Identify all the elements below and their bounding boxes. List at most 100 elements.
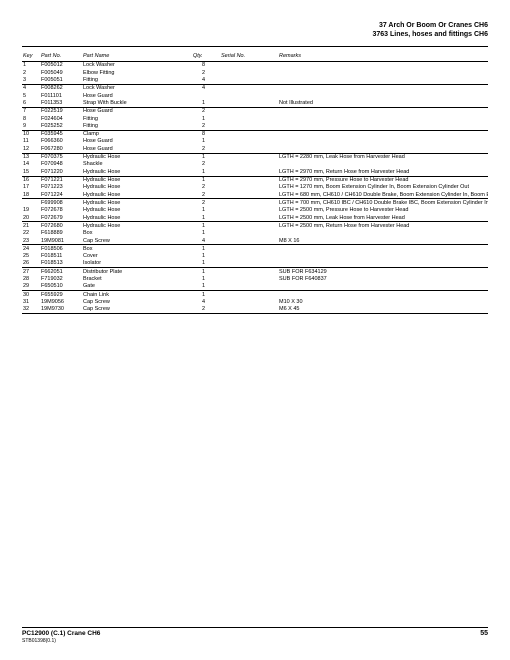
cell-serial (220, 184, 278, 191)
col-serial: Serial No. (220, 51, 278, 62)
cell-serial (220, 268, 278, 276)
cell-serial (220, 306, 278, 314)
cell-qty: 2 (192, 69, 220, 76)
cell-partno: F066360 (40, 138, 82, 145)
cell-name: Strap With Buckle (82, 99, 192, 107)
cell-qty: 8 (192, 130, 220, 138)
cell-remarks: LGTH = 680 mm, CH610 / CH610 Double Brak… (278, 191, 488, 199)
cell-serial (220, 299, 278, 306)
cell-name: Cover (82, 253, 192, 260)
cell-qty: 1 (192, 268, 220, 276)
cell-remarks (278, 69, 488, 76)
cell-key: 26 (22, 260, 40, 268)
cell-remarks: Not Illustrated (278, 99, 488, 107)
cell-partno: F025252 (40, 122, 82, 130)
cell-partno: 19M9730 (40, 306, 82, 314)
cell-key: 1 (22, 61, 40, 69)
cell-serial (220, 130, 278, 138)
cell-qty: 2 (192, 161, 220, 168)
cell-qty: 2 (192, 306, 220, 314)
cell-qty: 4 (192, 237, 220, 245)
cell-remarks (278, 253, 488, 260)
cell-key: 22 (22, 230, 40, 237)
cell-key: 2 (22, 69, 40, 76)
cell-name: Distributor Plate (82, 268, 192, 276)
table-row: 21F072680Hydraulic Hose1LGTH = 2500 mm, … (22, 222, 488, 230)
cell-name: Hose Guard (82, 138, 192, 145)
cell-qty: 1 (192, 276, 220, 283)
cell-qty: 4 (192, 76, 220, 84)
cell-serial (220, 69, 278, 76)
cell-name: Hydraulic Hose (82, 176, 192, 184)
cell-remarks: M6 X 45 (278, 306, 488, 314)
cell-partno: F699908 (40, 199, 82, 207)
cell-qty: 1 (192, 115, 220, 122)
table-row: 22F618889Box1 (22, 230, 488, 237)
cell-serial (220, 191, 278, 199)
cell-name: Fitting (82, 115, 192, 122)
cell-key: 14 (22, 161, 40, 168)
cell-qty (192, 92, 220, 99)
footer-subcode: STB01398(0.1) (22, 638, 56, 644)
cell-key: 11 (22, 138, 40, 145)
cell-key: 8 (22, 115, 40, 122)
cell-remarks (278, 130, 488, 138)
cell-key: 7 (22, 107, 40, 115)
col-partno: Part No. (40, 51, 82, 62)
cell-name: Chain Link (82, 291, 192, 299)
table-row: 24F018506Box1 (22, 245, 488, 253)
cell-name: Cap Screw (82, 306, 192, 314)
cell-name: Gate (82, 283, 192, 291)
header-line-1: 37 Arch Or Boom Or Cranes CH6 (22, 22, 488, 31)
table-row: 8F024604Fitting1 (22, 115, 488, 122)
cell-partno: F655929 (40, 291, 82, 299)
cell-partno: F018506 (40, 245, 82, 253)
cell-serial (220, 291, 278, 299)
cell-partno: F005049 (40, 69, 82, 76)
table-row: 3F005051Fitting4 (22, 76, 488, 84)
cell-serial (220, 115, 278, 122)
cell-remarks: LGTH = 2500 mm, Return Hose from Harvest… (278, 222, 488, 230)
cell-key: 13 (22, 153, 40, 161)
cell-remarks: SUB FOR F634129 (278, 268, 488, 276)
cell-remarks: LGTH = 700 mm, CH610 IBC / CH610 Double … (278, 199, 488, 207)
table-row: 11F066360Hose Guard1 (22, 138, 488, 145)
cell-partno: F072679 (40, 214, 82, 222)
cell-qty: 1 (192, 214, 220, 222)
cell-name: Hydraulic Hose (82, 184, 192, 191)
cell-qty: 4 (192, 299, 220, 306)
cell-qty: 4 (192, 84, 220, 92)
table-row: F699908Hydraulic Hose2LGTH = 700 mm, CH6… (22, 199, 488, 207)
cell-serial (220, 84, 278, 92)
cell-remarks: LGTH = 2500 mm, Pressure Hose to Harvest… (278, 207, 488, 214)
cell-partno: F018513 (40, 260, 82, 268)
cell-name: Cap Screw (82, 299, 192, 306)
cell-partno: F072678 (40, 207, 82, 214)
cell-key: 9 (22, 122, 40, 130)
cell-key: 29 (22, 283, 40, 291)
cell-remarks (278, 138, 488, 145)
table-row: 19F072678Hydraulic Hose1LGTH = 2500 mm, … (22, 207, 488, 214)
cell-partno: F005012 (40, 61, 82, 69)
cell-qty: 1 (192, 245, 220, 253)
cell-serial (220, 260, 278, 268)
cell-remarks (278, 122, 488, 130)
cell-remarks (278, 283, 488, 291)
table-row: 13F070375Hydraulic Hose1LGTH = 2280 mm, … (22, 153, 488, 161)
parts-table: Key Part No. Part Name Qty. Serial No. R… (22, 51, 488, 315)
cell-remarks (278, 260, 488, 268)
cell-name: Lock Washer (82, 84, 192, 92)
footer-pageno: 55 (480, 630, 488, 637)
cell-qty: 1 (192, 253, 220, 260)
cell-remarks (278, 291, 488, 299)
cell-key: 30 (22, 291, 40, 299)
cell-name: Fitting (82, 76, 192, 84)
cell-partno: F662051 (40, 268, 82, 276)
cell-partno: 19M9081 (40, 237, 82, 245)
cell-remarks (278, 245, 488, 253)
cell-partno: F070948 (40, 161, 82, 168)
cell-key: 27 (22, 268, 40, 276)
cell-serial (220, 145, 278, 153)
page-header: 37 Arch Or Boom Or Cranes CH6 3763 Lines… (22, 22, 488, 40)
header-line-2: 3763 Lines, hoses and fittings CH6 (22, 31, 488, 40)
